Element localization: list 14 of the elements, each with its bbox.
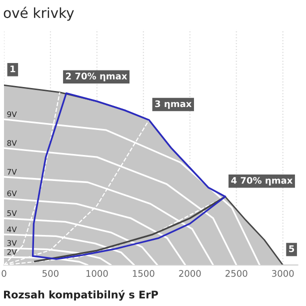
x-tick-label: 1000 bbox=[86, 270, 108, 277]
x-tick-label: 500 bbox=[42, 270, 58, 277]
annotation: 1 bbox=[10, 66, 16, 72]
annotation: 3 ηmax bbox=[155, 100, 192, 109]
annotation: 2 70% ηmax bbox=[66, 72, 128, 82]
x-tick-label: 1500 bbox=[132, 270, 154, 277]
text: Rozsah kompatibilný s ErP bbox=[4, 290, 158, 301]
x-tick-label: 2000 bbox=[179, 270, 201, 277]
x-tick-label: 0 bbox=[2, 270, 6, 277]
annotation: 5 bbox=[289, 245, 294, 252]
annotation: 4 70% ηmax bbox=[231, 176, 293, 186]
x-tick-label: 2500 bbox=[226, 270, 248, 277]
x-tick-label: 3000 bbox=[272, 270, 294, 277]
chart-title: ové krivky bbox=[4, 6, 74, 21]
